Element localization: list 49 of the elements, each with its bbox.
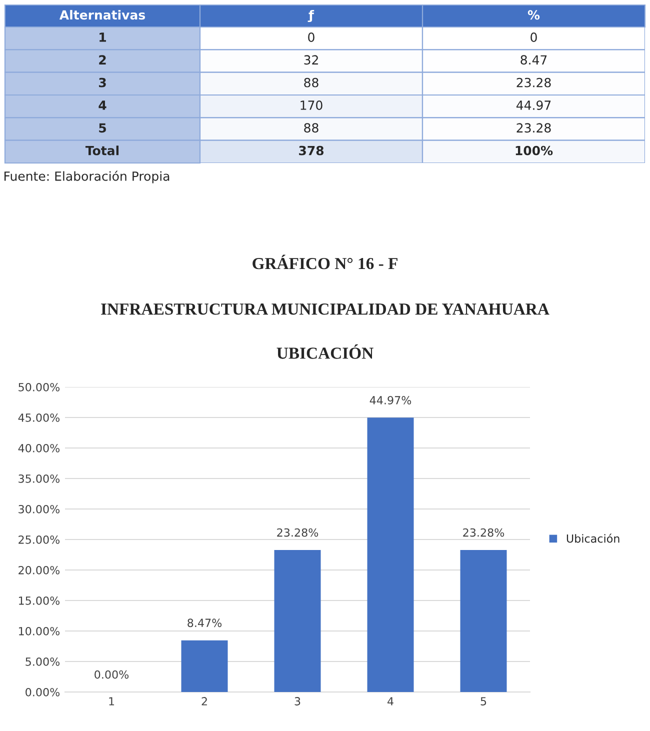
y-tick-label: 15.00% xyxy=(18,596,60,605)
y-tick-label: 3 xyxy=(98,78,106,88)
x-tick-label: % xyxy=(528,10,540,20)
y-tick-label: 0.00% xyxy=(26,688,60,696)
y-tick-label: 45.00% xyxy=(18,413,60,422)
text: 23.28% xyxy=(463,528,504,537)
data-label: 88 xyxy=(304,123,318,133)
legend-label: Ubicación xyxy=(566,534,620,543)
y-tick-label: 35.00% xyxy=(18,474,60,483)
y-tick-label: 25.00% xyxy=(18,535,60,544)
text: INFRAESTRUCTURA MUNICIPALIDAD DE YANAHUARA UBICACIÓN xyxy=(101,304,550,359)
data-label: 8.47 xyxy=(520,55,547,65)
y-tick-label: 4 xyxy=(98,100,106,110)
text: 44.97% xyxy=(370,396,412,404)
data-label: 0 xyxy=(530,32,537,42)
x-tick-label: 2 xyxy=(202,697,207,706)
x-tick-label: 3 xyxy=(294,697,300,706)
y-tick-label: Total xyxy=(85,146,119,156)
bar xyxy=(460,550,507,692)
data-label: 32 xyxy=(304,55,318,65)
bar xyxy=(274,550,321,692)
x-tick-label: ƒ xyxy=(308,10,314,22)
x-tick-label: 1 xyxy=(109,697,114,706)
y-tick-label: 30.00% xyxy=(18,504,60,514)
source-note: Fuente: Elaboración Propia xyxy=(4,170,170,184)
text: 8.47% xyxy=(188,618,222,628)
y-tick-label: 5.00% xyxy=(26,657,60,666)
data-label: 23.28 xyxy=(516,78,551,88)
y-tick-label: 10.00% xyxy=(18,626,60,636)
y-tick-label: 50.00% xyxy=(18,382,60,392)
data-label: 23.28 xyxy=(516,123,551,133)
y-tick-label: 1 xyxy=(100,32,106,42)
data-label: 100% xyxy=(516,146,553,156)
y-axis-title: Alternativas xyxy=(59,10,146,20)
data-label: 170 xyxy=(300,100,322,110)
bar xyxy=(181,640,228,692)
data-label: 44.97 xyxy=(516,100,551,110)
text: 23.28% xyxy=(277,528,318,537)
y-tick-label: 2 xyxy=(99,55,106,64)
x-tick-label: 5 xyxy=(480,697,486,706)
y-tick-label: 5 xyxy=(99,123,106,133)
x-tick-label: 4 xyxy=(388,697,394,706)
y-tick-label: 40.00% xyxy=(18,444,60,452)
data-label: 378 xyxy=(299,146,324,156)
data-label: 88 xyxy=(304,78,318,88)
chart-title: GRÁFICO N° 16 - F xyxy=(252,254,398,270)
data-label: 0 xyxy=(308,32,314,42)
y-tick-label: 20.00% xyxy=(18,566,60,574)
bar xyxy=(367,418,414,692)
